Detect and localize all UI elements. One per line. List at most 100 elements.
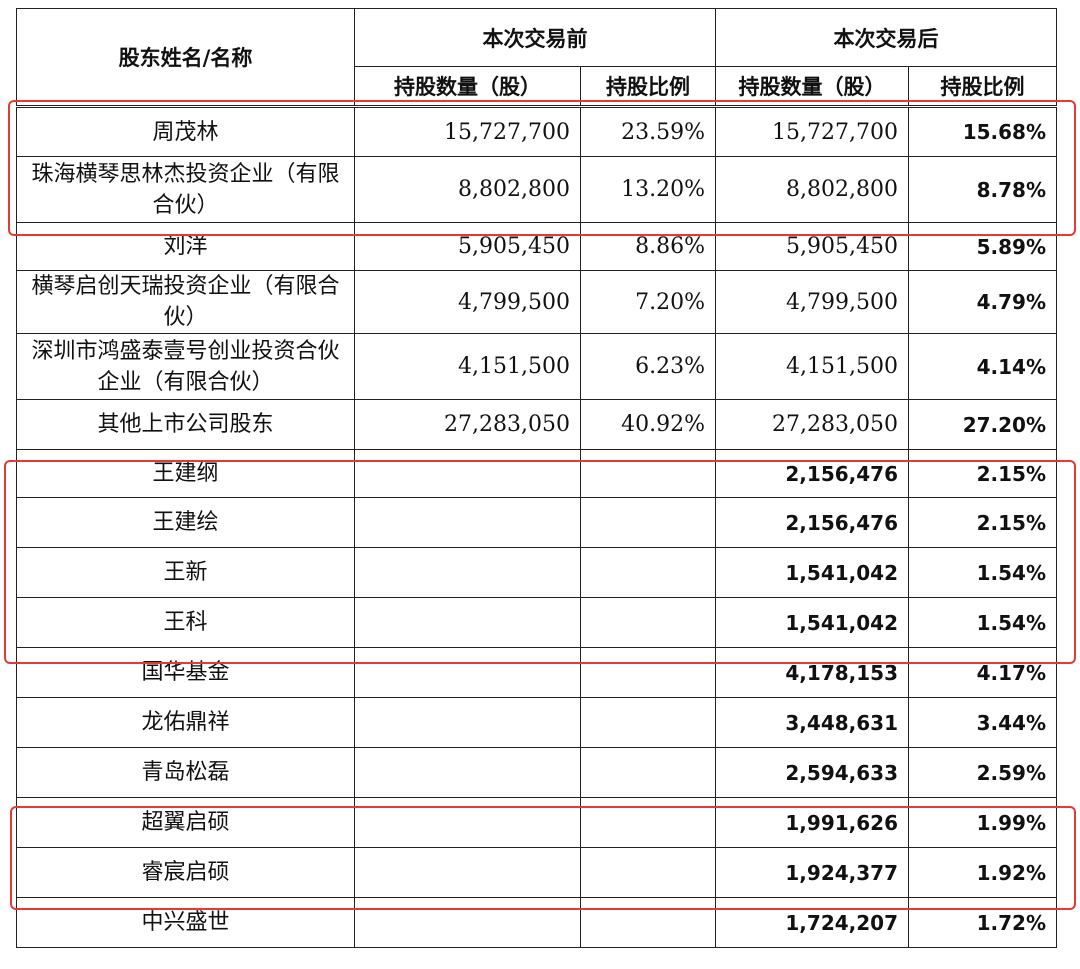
shareholder-name: 刘洋 [16, 222, 355, 271]
before-shares-cell: 8,802,800 [354, 156, 581, 223]
after-ratio-cell: 1.54% [908, 547, 1057, 598]
header-name: 股东姓名/名称 [16, 8, 355, 107]
header-after-ratio: 持股比例 [908, 66, 1057, 107]
table-row: 青岛松磊 2,594,633 2.59% [16, 747, 1057, 798]
before-ratio-cell [580, 747, 716, 798]
table-row: 王建绘 2,156,476 2.15% [16, 497, 1057, 548]
after-shares-cell: 1,724,207 [715, 897, 909, 948]
after-shares-cell: 3,448,631 [715, 697, 909, 748]
before-shares-cell [354, 497, 581, 548]
before-shares-cell [354, 449, 581, 498]
after-shares-cell: 8,802,800 [715, 156, 909, 223]
table-row: 其他上市公司股东 27,283,050 40.92% 27,283,050 27.20% [16, 399, 1057, 450]
after-shares-cell: 27,283,050 [715, 399, 909, 450]
header-after-group: 本次交易后 [715, 8, 1057, 67]
before-shares-cell: 4,151,500 [354, 333, 581, 400]
before-shares-cell: 4,799,500 [354, 270, 581, 334]
table-row: 王建纲 2,156,476 2.15% [16, 449, 1057, 498]
before-ratio-cell [580, 597, 716, 648]
table-row: 睿宸启硕 1,924,377 1.92% [16, 847, 1057, 898]
after-shares-cell: 5,905,450 [715, 222, 909, 271]
after-ratio-cell: 1.99% [908, 797, 1057, 848]
before-shares-cell: 27,283,050 [354, 399, 581, 450]
before-shares-cell [354, 697, 581, 748]
table-row: 深圳市鸿盛泰壹号创业投资合伙企业（有限合伙） 4,151,500 6.23% 4,15… [16, 333, 1057, 400]
after-ratio-cell: 4.79% [908, 270, 1057, 334]
after-shares-cell: 2,156,476 [715, 449, 909, 498]
before-ratio-cell: 23.59% [580, 106, 716, 157]
shareholder-name: 超翼启硕 [16, 797, 355, 848]
shareholder-name: 横琴启创天瑞投资企业（有限合伙） [16, 270, 355, 334]
header-before-group: 本次交易前 [354, 8, 716, 67]
shareholder-name: 王建绘 [16, 497, 355, 548]
before-ratio-cell [580, 449, 716, 498]
table-row: 国华基金 4,178,153 4.17% [16, 647, 1057, 698]
shareholder-name: 中兴盛世 [16, 897, 355, 948]
shareholder-name: 周茂林 [16, 106, 355, 157]
before-ratio-cell [580, 547, 716, 598]
after-ratio-cell: 8.78% [908, 156, 1057, 223]
before-shares-cell [354, 647, 581, 698]
after-ratio-cell: 2.59% [908, 747, 1057, 798]
shareholder-name: 深圳市鸿盛泰壹号创业投资合伙企业（有限合伙） [16, 333, 355, 400]
table-row: 龙佑鼎祥 3,448,631 3.44% [16, 697, 1057, 748]
before-ratio-cell: 7.20% [580, 270, 716, 334]
shareholder-name: 龙佑鼎祥 [16, 697, 355, 748]
before-shares-cell [354, 847, 581, 898]
after-ratio-cell: 3.44% [908, 697, 1057, 748]
after-ratio-cell: 2.15% [908, 497, 1057, 548]
before-ratio-cell [580, 647, 716, 698]
after-shares-cell: 2,594,633 [715, 747, 909, 798]
after-ratio-cell: 15.68% [908, 106, 1057, 157]
before-ratio-cell: 40.92% [580, 399, 716, 450]
after-ratio-cell: 5.89% [908, 222, 1057, 271]
before-shares-cell [354, 597, 581, 648]
shareholder-name: 王科 [16, 597, 355, 648]
before-ratio-cell [580, 697, 716, 748]
after-shares-cell: 4,151,500 [715, 333, 909, 400]
table-row: 王新 1,541,042 1.54% [16, 547, 1057, 598]
before-shares-cell: 5,905,450 [354, 222, 581, 271]
after-ratio-cell: 4.14% [908, 333, 1057, 400]
before-ratio-cell [580, 897, 716, 948]
after-ratio-cell: 1.72% [908, 897, 1057, 948]
table-row: 刘洋 5,905,450 8.86% 5,905,450 5.89% [16, 222, 1057, 271]
table-row: 横琴启创天瑞投资企业（有限合伙） 4,799,500 7.20% 4,799,500 4… [16, 270, 1057, 334]
table-row: 珠海横琴思林杰投资企业（有限合伙） 8,802,800 13.20% 8,802,80… [16, 156, 1057, 223]
before-shares-cell [354, 547, 581, 598]
before-ratio-cell [580, 847, 716, 898]
shareholder-name: 王建纲 [16, 449, 355, 498]
after-shares-cell: 1,541,042 [715, 547, 909, 598]
after-ratio-cell: 1.92% [908, 847, 1057, 898]
table-row: 超翼启硕 1,991,626 1.99% [16, 797, 1057, 848]
after-ratio-cell: 1.54% [908, 597, 1057, 648]
after-shares-cell: 15,727,700 [715, 106, 909, 157]
before-shares-cell [354, 747, 581, 798]
shareholder-name: 王新 [16, 547, 355, 598]
before-ratio-cell: 13.20% [580, 156, 716, 223]
after-shares-cell: 1,991,626 [715, 797, 909, 848]
shareholder-name: 国华基金 [16, 647, 355, 698]
table-row: 中兴盛世 1,724,207 1.72% [16, 897, 1057, 948]
header-before-ratio: 持股比例 [580, 66, 716, 107]
after-shares-cell: 4,799,500 [715, 270, 909, 334]
after-shares-cell: 1,541,042 [715, 597, 909, 648]
shareholder-name: 睿宸启硕 [16, 847, 355, 898]
after-ratio-cell: 4.17% [908, 647, 1057, 698]
before-shares-cell [354, 797, 581, 848]
header-after-shares: 持股数量（股） [715, 66, 909, 107]
after-ratio-cell: 2.15% [908, 449, 1057, 498]
before-ratio-cell [580, 797, 716, 848]
shareholder-name: 其他上市公司股东 [16, 399, 355, 450]
before-shares-cell [354, 897, 581, 948]
shareholder-name: 珠海横琴思林杰投资企业（有限合伙） [16, 156, 355, 223]
before-shares-cell: 15,727,700 [354, 106, 581, 157]
before-ratio-cell: 8.86% [580, 222, 716, 271]
after-shares-cell: 2,156,476 [715, 497, 909, 548]
after-shares-cell: 1,924,377 [715, 847, 909, 898]
table-row: 王科 1,541,042 1.54% [16, 597, 1057, 648]
table-row: 周茂林 15,727,700 23.59% 15,727,700 15.68% [16, 106, 1057, 157]
before-ratio-cell [580, 497, 716, 548]
shareholder-name: 青岛松磊 [16, 747, 355, 798]
after-shares-cell: 4,178,153 [715, 647, 909, 698]
